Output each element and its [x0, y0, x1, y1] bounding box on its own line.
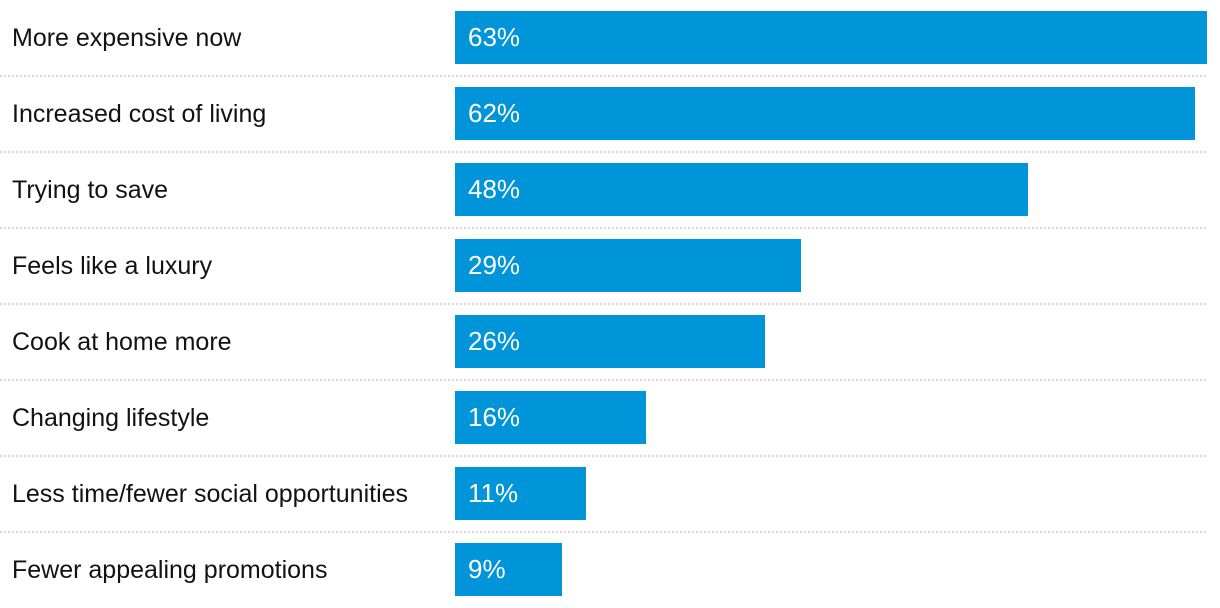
- bar: 63%: [455, 11, 1207, 64]
- bar: 11%: [455, 467, 586, 520]
- value-label: 16%: [468, 402, 521, 432]
- chart-row: Increased cost of living 62%: [0, 75, 1220, 152]
- value-label: 62%: [468, 98, 521, 128]
- value-label: 63%: [468, 22, 521, 52]
- chart-row: Cook at home more 26%: [0, 303, 1220, 380]
- bar: 16%: [455, 391, 646, 444]
- dotted-separator: [0, 75, 1208, 77]
- dotted-separator: [0, 151, 1208, 153]
- category-label: Less time/fewer social opportunities: [12, 480, 409, 508]
- value-label: 9%: [468, 554, 506, 584]
- chart-row: Fewer appealing promotions 9%: [0, 531, 1220, 608]
- value-label: 29%: [468, 250, 521, 280]
- bar: 29%: [455, 239, 801, 292]
- bar: 62%: [455, 87, 1195, 140]
- value-label: 11%: [468, 478, 519, 508]
- bar: 9%: [455, 543, 562, 596]
- chart-row: Feels like a luxury 29%: [0, 227, 1220, 304]
- bar: 26%: [455, 315, 765, 368]
- category-label: Trying to save: [12, 176, 169, 204]
- category-label: Increased cost of living: [12, 100, 267, 128]
- chart-row: Less time/fewer social opportunities 11%: [0, 455, 1220, 532]
- dotted-separator: [0, 379, 1208, 381]
- value-label: 48%: [468, 174, 521, 204]
- chart-row: Trying to save 48%: [0, 151, 1220, 228]
- category-label: Fewer appealing promotions: [12, 556, 328, 584]
- dotted-separator: [0, 455, 1208, 457]
- category-label: More expensive now: [12, 24, 242, 52]
- value-label: 26%: [468, 326, 521, 356]
- category-label: Changing lifestyle: [12, 404, 210, 432]
- category-label: Feels like a luxury: [12, 252, 213, 280]
- chart-row: Changing lifestyle 16%: [0, 379, 1220, 456]
- bar: 48%: [455, 163, 1028, 216]
- dotted-separator: [0, 227, 1208, 229]
- chart-row: More expensive now 63%: [0, 0, 1220, 76]
- dotted-separator: [0, 531, 1208, 533]
- dotted-separator: [0, 303, 1208, 305]
- category-label: Cook at home more: [12, 328, 232, 356]
